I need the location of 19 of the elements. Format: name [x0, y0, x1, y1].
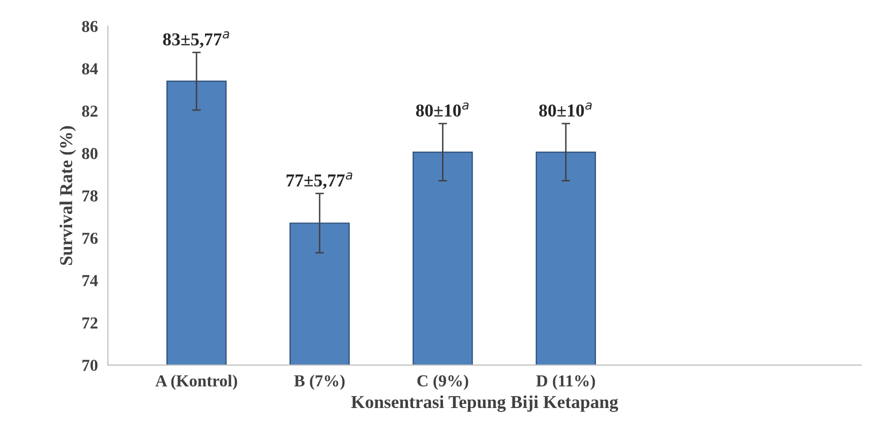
y-tick-label: 78: [82, 190, 98, 202]
y-tick-label: 86: [82, 20, 98, 32]
data-label: 77±5,77$^{a}$: [286, 172, 352, 190]
y-tick-label: 80: [82, 148, 98, 160]
y-tick-label: 74: [82, 275, 98, 286]
y-tick-label: 82: [82, 106, 98, 117]
y-tick-label: 76: [82, 232, 98, 244]
y-tick-label: 70: [82, 360, 98, 371]
x-tick-label: A (Kontrol): [155, 374, 238, 390]
data-label: 83±5,77$^{a}$: [163, 31, 230, 48]
x-tick-label: C (9%): [417, 374, 468, 390]
y-tick-label: 84: [82, 63, 98, 74]
y-axis-title: Survival Rate (%): [60, 126, 76, 265]
x-tick-label: D (11%): [536, 374, 595, 390]
x-axis-title: Konsentrasi Tepung Biji Ketapang: [351, 395, 618, 412]
y-tick-label: 72: [82, 317, 98, 328]
x-tick-label: B (7%): [294, 374, 345, 390]
data-label: 80±10$^{a}$: [416, 102, 469, 117]
data-label: 80±10$^{a}$: [539, 102, 592, 117]
